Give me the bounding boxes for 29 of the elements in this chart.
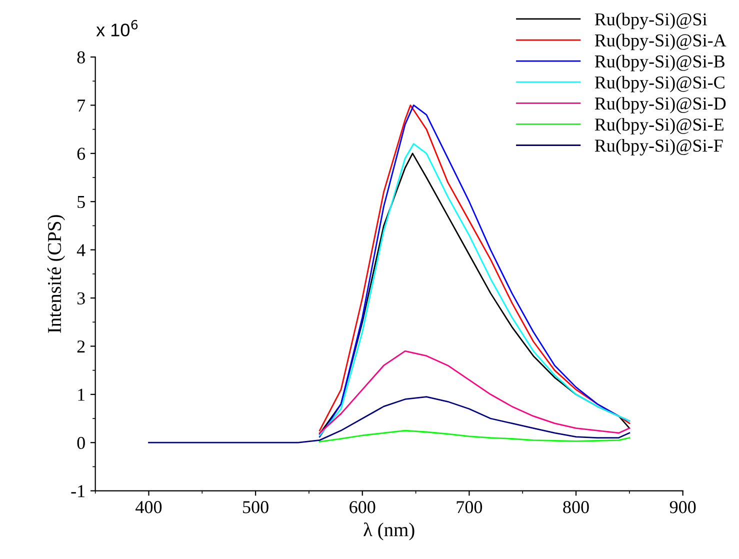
x-tick-label: 400 bbox=[136, 501, 162, 514]
y-tick-label: 4 bbox=[76, 244, 86, 256]
y-tick-label: -1 bbox=[71, 485, 85, 498]
y-tick-label: 5 bbox=[78, 196, 85, 208]
legend-label: Ru(bpy-Si)@Si-F bbox=[594, 139, 723, 156]
legend-label: Ru(bpy-Si)@Si-D bbox=[594, 96, 726, 114]
x-axis-title: λ (nm) bbox=[364, 522, 414, 540]
line-series bbox=[148, 396, 630, 444]
legend-label: Ru(bpy-Si)@Si-E bbox=[594, 118, 724, 134]
x-tick-label: 500 bbox=[243, 501, 268, 514]
x-tick-label: 700 bbox=[456, 501, 482, 514]
y-tick-label: 3 bbox=[77, 292, 85, 304]
y-tick-label: 1 bbox=[78, 388, 85, 401]
x-tick-label: 800 bbox=[563, 501, 589, 514]
y-tick-label: 2 bbox=[77, 340, 85, 352]
text: x 10$^{6}$ bbox=[96, 20, 138, 36]
legend-label: Ru(bpy-Si)@Si-A bbox=[594, 34, 726, 50]
legend-label: Ru(bpy-Si)@Si bbox=[594, 12, 707, 30]
y-tick-label: 6 bbox=[77, 148, 86, 160]
line-series bbox=[318, 430, 630, 442]
y-tick-label: 7 bbox=[78, 100, 86, 112]
x-tick-label: 900 bbox=[670, 501, 696, 514]
legend-label: Ru(bpy-Si)@Si-B bbox=[594, 54, 724, 72]
y-axis-title: Intensité (CPS) bbox=[47, 215, 66, 333]
y-tick-label: 0 bbox=[77, 436, 85, 450]
line-series bbox=[318, 350, 630, 434]
legend-label: Ru(bpy-Si)@Si-C bbox=[594, 76, 724, 92]
y-tick-label: 8 bbox=[77, 51, 85, 64]
x-tick-label: 600 bbox=[350, 501, 376, 514]
